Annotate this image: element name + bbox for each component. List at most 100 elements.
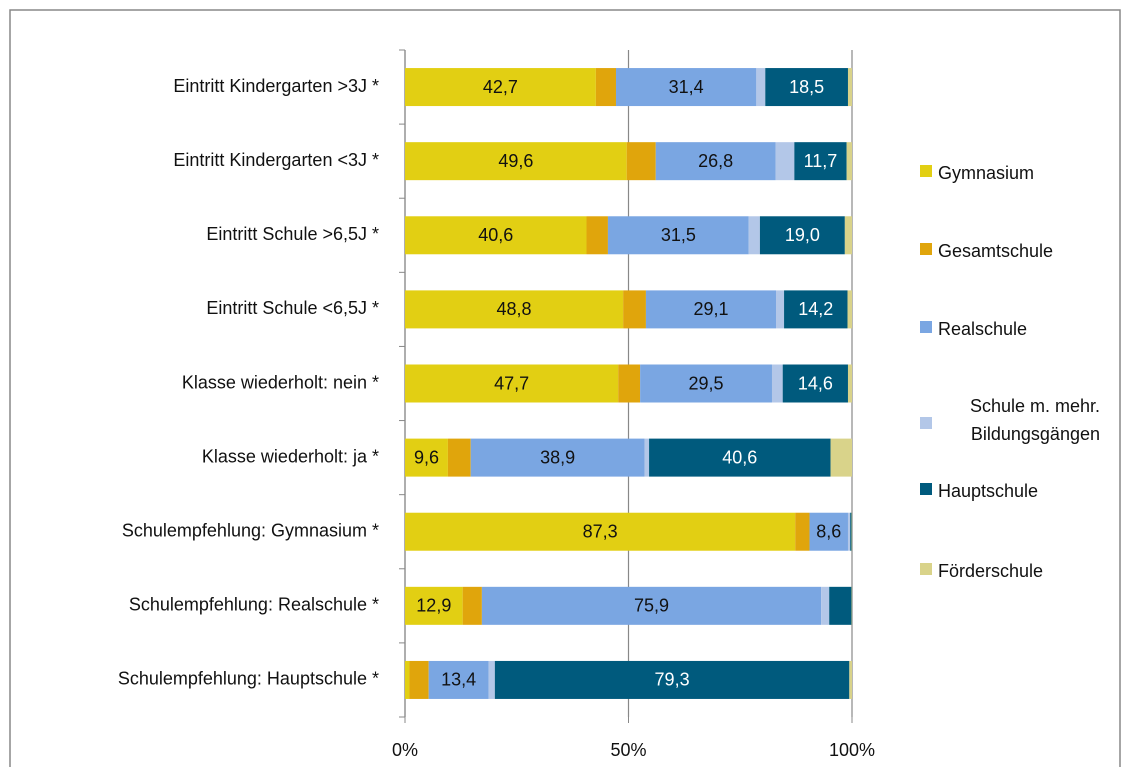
legend-label: Gesamtschule [938, 241, 1054, 261]
y-tick-label: Schulempfehlung: Hauptschule * [118, 669, 379, 689]
bar-segment [775, 142, 795, 181]
bar-segment [405, 586, 463, 625]
bar-segment [623, 290, 646, 329]
data-label: 9,6 [414, 447, 439, 467]
y-tick-label: Klasse wiederholt: nein * [182, 372, 379, 392]
legend-label: Realschule [938, 319, 1028, 339]
bar-segment [615, 68, 757, 107]
bar-segment [794, 142, 847, 181]
x-tick-label: 0% [392, 740, 418, 760]
data-label: 31,5 [661, 225, 696, 245]
bar-segment [844, 216, 852, 255]
bar-segment [494, 660, 850, 699]
legend-label: Schule m. mehr. Bildungsgängen [969, 396, 1100, 444]
y-tick-label: Eintritt Kindergarten >3J * [173, 76, 379, 96]
data-label: 13,4 [441, 670, 476, 690]
legend-label: Förderschule [938, 561, 1044, 581]
legend-item: Hauptschule [920, 478, 1120, 504]
data-label: 19,0 [785, 225, 820, 245]
bar-segment [644, 438, 650, 477]
legend-item: Gesamtschule [920, 238, 1120, 264]
bar-segment [405, 216, 587, 255]
data-label: 47,7 [494, 373, 529, 393]
y-tick-label: Klasse wiederholt: ja * [202, 446, 379, 466]
bar-segment [640, 364, 772, 403]
bar-segment [405, 660, 410, 699]
bar-segment [782, 364, 848, 403]
data-label: 75,9 [634, 596, 669, 616]
legend-item: Realschule [920, 316, 1120, 342]
y-tick-label: Schulempfehlung: Gymnasium * [122, 520, 379, 540]
data-label: 38,9 [540, 447, 575, 467]
data-label: 18,5 [789, 77, 824, 97]
bar-segment [765, 68, 848, 107]
bar-segment [759, 216, 845, 255]
data-label: 87,3 [583, 521, 618, 541]
bar-segment [829, 586, 852, 625]
bar-segment [784, 290, 848, 329]
bar-segment [649, 438, 831, 477]
data-label: 14,2 [798, 299, 833, 319]
data-label: 14,6 [798, 373, 833, 393]
data-label: 11,7 [804, 151, 838, 171]
data-label: 12,9 [416, 596, 451, 616]
data-label: 48,8 [497, 299, 532, 319]
x-tick-label: 50% [610, 740, 646, 760]
bar-segment [847, 512, 851, 551]
bar-segment [470, 438, 645, 477]
bar-segment [850, 512, 852, 551]
legend-label: Gymnasium [938, 163, 1035, 183]
bar-segment [405, 290, 624, 329]
legend-item: Gymnasium [920, 160, 1120, 186]
data-label: 79,3 [655, 670, 690, 690]
bar-segment [821, 586, 830, 625]
bar-segment [849, 660, 852, 699]
bar-segment [405, 68, 596, 107]
x-tick-label: 100% [829, 740, 875, 760]
bar-segment [447, 438, 471, 477]
bar-segment [847, 290, 852, 329]
data-label: 31,4 [669, 77, 704, 97]
legend-swatch [920, 563, 932, 575]
bar-segment [428, 660, 489, 699]
bar-segment [655, 142, 776, 181]
bar-segment [771, 364, 783, 403]
bar-segment [776, 290, 785, 329]
legend-item: Schule m. mehr. Bildungsgängen [920, 392, 1120, 448]
legend-label: Hauptschule [938, 481, 1039, 501]
legend-swatch [920, 165, 932, 177]
data-label: 29,5 [689, 373, 724, 393]
data-label: 49,6 [498, 151, 533, 171]
data-label: 29,1 [693, 299, 728, 319]
bar-segment [595, 68, 616, 107]
bar-segment [748, 216, 760, 255]
legend-swatch [920, 417, 932, 429]
bar-segment [586, 216, 608, 255]
bar-segment [462, 586, 482, 625]
y-tick-label: Eintritt Schule <6,5J * [206, 298, 379, 318]
data-label: 26,8 [698, 151, 733, 171]
bar-segment [626, 142, 656, 181]
bar-segment [405, 512, 796, 551]
bar-segment [645, 290, 777, 329]
data-label: 8,6 [816, 521, 841, 541]
legend-swatch [920, 321, 932, 333]
data-label: 42,7 [483, 77, 518, 97]
bar-segment [405, 438, 448, 477]
y-tick-label: Schulempfehlung: Realschule * [129, 595, 379, 615]
bar-segment [795, 512, 810, 551]
bar-segment [847, 364, 852, 403]
bar-segment [409, 660, 429, 699]
bar-segment [846, 142, 852, 181]
bar-segment [607, 216, 749, 255]
bar-segment [618, 364, 641, 403]
bar-segment [405, 142, 627, 181]
data-label: 40,6 [478, 225, 513, 245]
bar-segment [756, 68, 766, 107]
legend-swatch [920, 483, 932, 495]
bar-segment [405, 364, 619, 403]
bar-segment [481, 586, 822, 625]
data-label: 40,6 [722, 447, 757, 467]
legend-item: Förderschule [920, 558, 1120, 584]
